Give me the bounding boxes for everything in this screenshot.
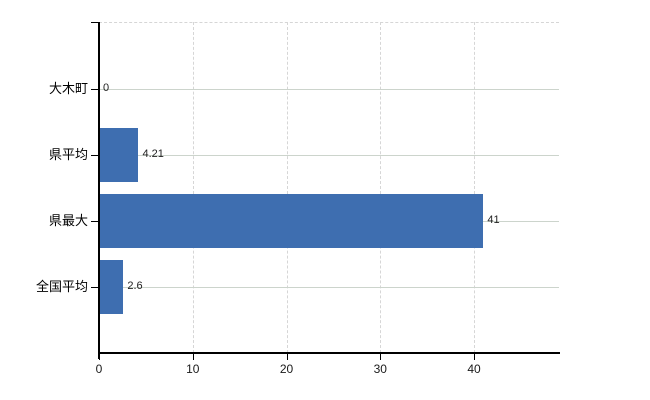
x-tick-label: 30 [373, 362, 387, 376]
gridline-horizontal [99, 89, 559, 90]
x-tick [474, 354, 475, 360]
gridline-vertical [286, 22, 288, 353]
gridline-vertical [474, 22, 475, 353]
gridline-vertical [380, 22, 382, 353]
x-tick-label: 20 [279, 362, 294, 376]
x-tick [192, 354, 194, 360]
y-tick [91, 155, 99, 156]
category-label: 県最大 [48, 213, 88, 228]
bar[interactable] [100, 194, 484, 248]
gridline-vertical [192, 22, 194, 353]
category-label: 大木町 [48, 81, 88, 96]
bar-value-label: 41 [487, 214, 500, 226]
x-tick [380, 354, 382, 360]
gridline-horizontal [99, 155, 559, 156]
x-tick-label: 40 [467, 362, 481, 376]
y-tick [91, 287, 99, 288]
category-label: 全国平均 [35, 279, 88, 294]
x-tick-label: 0 [95, 362, 103, 376]
plot-top-border [99, 22, 559, 23]
bar[interactable] [100, 128, 139, 182]
y-axis-line [98, 22, 100, 359]
y-tick [91, 221, 99, 222]
category-label: 県平均 [48, 147, 88, 162]
y-tick [91, 22, 99, 23]
x-tick [99, 354, 100, 360]
bar[interactable] [100, 260, 124, 314]
x-tick-label: 10 [186, 362, 200, 376]
bar-value-label: 0 [103, 82, 110, 94]
bar-value-label: 2.6 [127, 280, 143, 292]
x-axis-line [98, 352, 560, 354]
bar-value-label: 4.21 [142, 148, 164, 160]
x-tick [286, 354, 288, 360]
y-tick [91, 89, 99, 90]
gridline-horizontal [99, 287, 559, 288]
